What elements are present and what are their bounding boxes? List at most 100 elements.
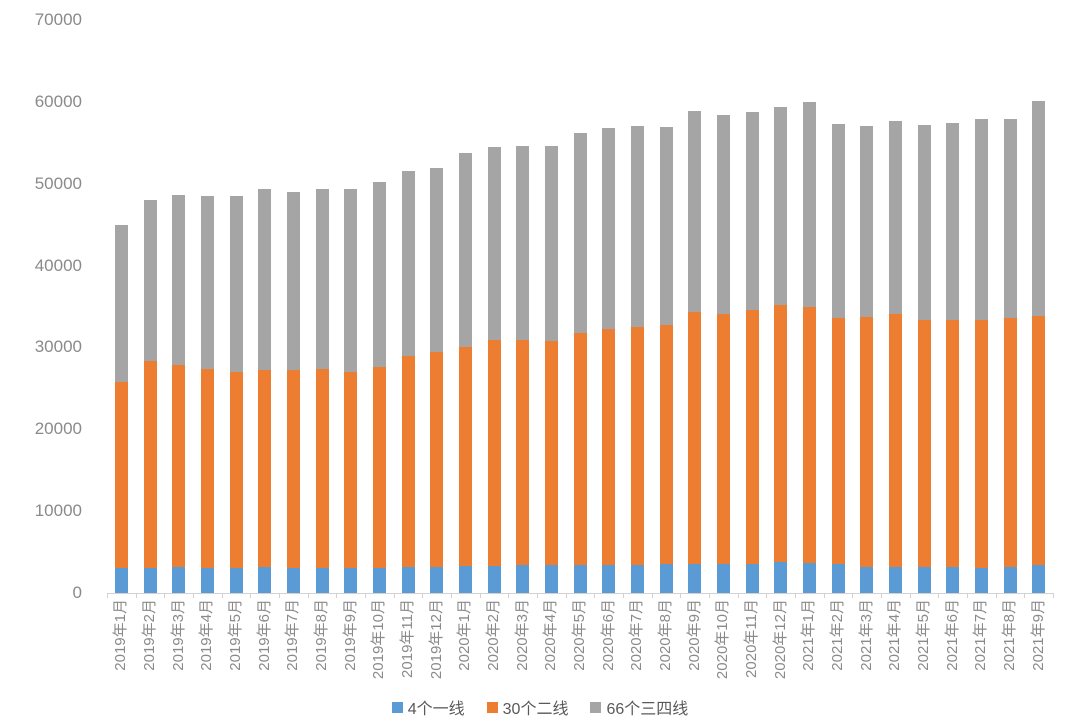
bar-segment-30个二线 bbox=[917, 320, 931, 568]
y-axis-label: 20000 bbox=[34, 419, 82, 439]
axis-tick bbox=[164, 593, 166, 598]
stacked-bar bbox=[114, 225, 128, 593]
bar-segment-30个二线 bbox=[372, 366, 386, 568]
x-axis-label: 2020年1月 bbox=[451, 599, 480, 694]
axis-tick bbox=[279, 593, 280, 598]
axis-tick bbox=[250, 593, 252, 598]
bar-segment-30个二线 bbox=[516, 340, 530, 566]
y-axis-label: 10000 bbox=[34, 501, 82, 521]
axis-tick bbox=[365, 593, 366, 598]
x-axis-label: 2019年11月 bbox=[394, 599, 423, 694]
x-axis-label-text: 2021年6月 bbox=[943, 599, 961, 671]
legend-label: 30个二线 bbox=[502, 701, 569, 718]
bar-segment-4个一线 bbox=[516, 565, 530, 593]
bar-slot-2020年9月 bbox=[680, 20, 709, 593]
x-axis-ticks bbox=[107, 593, 1054, 598]
x-axis-label: 2020年4月 bbox=[537, 599, 566, 694]
bar-segment-66个三四线 bbox=[401, 171, 415, 356]
bar-slot-2020年10月 bbox=[709, 20, 738, 593]
axis-tick bbox=[565, 593, 567, 598]
x-axis-label: 2019年7月 bbox=[279, 599, 308, 694]
stacked-bar bbox=[143, 200, 157, 593]
x-axis-label: 2021年8月 bbox=[996, 599, 1025, 694]
bar-segment-4个一线 bbox=[974, 568, 988, 593]
bar-segment-4个一线 bbox=[573, 564, 587, 593]
axis-tick bbox=[193, 593, 194, 598]
bar-segment-4个一线 bbox=[114, 568, 128, 593]
y-axis-label: 70000 bbox=[34, 10, 82, 29]
bar-segment-4个一线 bbox=[888, 566, 902, 593]
legend-swatch-icon bbox=[486, 701, 498, 713]
bar-segment-66个三四线 bbox=[860, 126, 874, 317]
axis-tick bbox=[479, 593, 481, 598]
legend-swatch-icon bbox=[391, 701, 403, 713]
stacked-bar bbox=[172, 194, 186, 593]
bar-segment-66个三四线 bbox=[630, 126, 644, 327]
bar-slot-2020年8月 bbox=[652, 20, 681, 593]
x-axis-label-text: 2021年7月 bbox=[972, 599, 990, 671]
x-axis-label-text: 2019年7月 bbox=[284, 599, 302, 671]
axis-tick bbox=[881, 593, 882, 598]
x-axis-label: 2021年5月 bbox=[910, 599, 939, 694]
bar-segment-30个二线 bbox=[200, 369, 214, 568]
x-axis-label-text: 2020年11月 bbox=[742, 599, 760, 678]
x-axis-label: 2020年8月 bbox=[652, 599, 681, 694]
bar-segment-30个二线 bbox=[172, 364, 186, 568]
x-axis-label: 2019年1月 bbox=[107, 599, 136, 694]
axis-tick bbox=[909, 593, 911, 598]
x-axis-label: 2020年9月 bbox=[680, 599, 709, 694]
bar-segment-66个三四线 bbox=[344, 189, 358, 372]
y-axis-label: 50000 bbox=[34, 173, 82, 193]
bar-segment-30个二线 bbox=[315, 368, 329, 568]
bar-slot-2021年8月 bbox=[996, 20, 1025, 593]
stacked-bar bbox=[229, 196, 243, 593]
stacked-bar bbox=[544, 146, 558, 593]
x-axis-label: 2020年5月 bbox=[566, 599, 595, 694]
x-axis-label: 2019年3月 bbox=[164, 599, 193, 694]
stacked-bar bbox=[888, 120, 902, 593]
stacked-bar bbox=[258, 189, 272, 593]
axis-tick bbox=[737, 593, 739, 598]
bar-segment-30个二线 bbox=[630, 326, 644, 565]
x-axis-label: 2021年7月 bbox=[967, 599, 996, 694]
bar-slot-2021年6月 bbox=[938, 20, 967, 593]
bar-slot-2019年5月 bbox=[222, 20, 251, 593]
bar-slot-2019年11月 bbox=[394, 20, 423, 593]
x-axis-label-text: 2021年2月 bbox=[828, 599, 846, 671]
bar-slot-2021年7月 bbox=[967, 20, 996, 593]
bar-segment-4个一线 bbox=[229, 567, 243, 593]
bar-segment-30个二线 bbox=[602, 329, 616, 565]
x-axis-label-text: 2020年3月 bbox=[513, 599, 531, 671]
bar-segment-30个二线 bbox=[258, 370, 272, 567]
legend-label: 66个三四线 bbox=[606, 701, 689, 718]
bar-segment-66个三四线 bbox=[831, 124, 845, 318]
legend-item-66个三四线: 66个三四线 bbox=[590, 695, 688, 719]
bar-segment-4个一线 bbox=[544, 565, 558, 593]
x-axis-label-text: 2019年6月 bbox=[255, 599, 273, 671]
stacked-bar bbox=[286, 191, 300, 593]
bar-segment-66个三四线 bbox=[1003, 118, 1017, 319]
bar-segment-66个三四线 bbox=[516, 146, 530, 341]
bar-segment-4个一线 bbox=[458, 566, 472, 593]
bar-segment-4个一线 bbox=[630, 564, 644, 593]
x-axis-label: 2020年3月 bbox=[508, 599, 537, 694]
legend-item-30个二线: 30个二线 bbox=[486, 695, 569, 719]
x-axis-label: 2020年10月 bbox=[709, 599, 738, 694]
axis-tick bbox=[307, 593, 309, 598]
bar-slot-2020年5月 bbox=[566, 20, 595, 593]
y-axis-label: 30000 bbox=[34, 337, 82, 357]
x-axis-label: 2021年3月 bbox=[852, 599, 881, 694]
x-axis-label-text: 2020年5月 bbox=[570, 599, 588, 671]
bar-segment-66个三四线 bbox=[487, 147, 501, 341]
bar-segment-4个一线 bbox=[372, 567, 386, 593]
bar-segment-30个二线 bbox=[229, 372, 243, 568]
x-axis-label-text: 2020年9月 bbox=[685, 599, 703, 671]
bar-segment-66个三四线 bbox=[974, 119, 988, 321]
stacked-bar bbox=[946, 122, 960, 593]
axis-tick bbox=[451, 593, 452, 598]
stacked-bar bbox=[401, 171, 415, 593]
bar-slot-2019年3月 bbox=[164, 20, 193, 593]
x-axis-label: 2020年2月 bbox=[480, 599, 509, 694]
bar-segment-66个三四线 bbox=[258, 189, 272, 371]
